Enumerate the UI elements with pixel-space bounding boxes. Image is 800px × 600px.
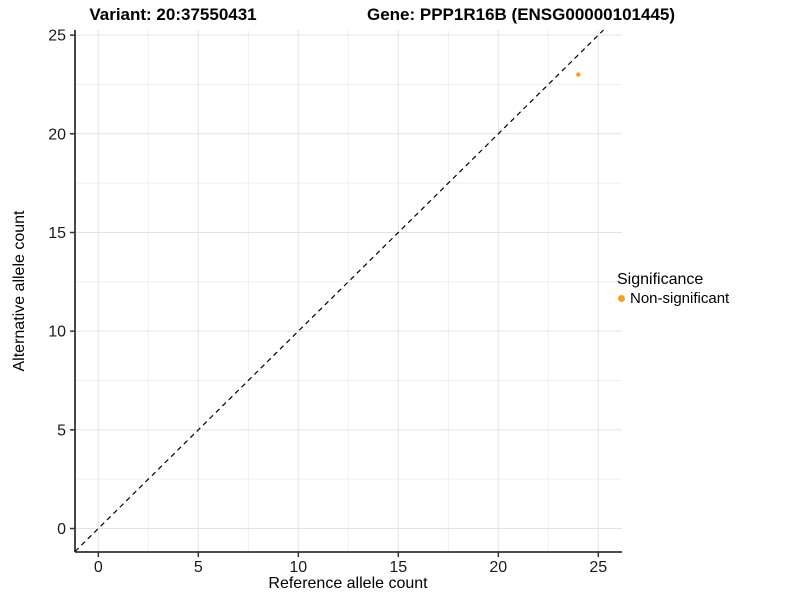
- x-tick-label: 25: [589, 559, 607, 576]
- legend-point-icon: [618, 294, 625, 302]
- legend-title: Significance: [617, 271, 704, 288]
- y-tick-label: 5: [57, 422, 66, 439]
- y-tick-label: 10: [48, 324, 66, 341]
- x-tick-label: 5: [194, 559, 203, 576]
- variant-title: Variant: 20:37550431: [89, 5, 257, 24]
- y-tick-label: 15: [48, 225, 66, 242]
- identity-line: [74, 29, 604, 552]
- y-tick-label: 20: [48, 126, 66, 143]
- y-tick-label: 0: [57, 521, 66, 538]
- x-tick-label: 15: [389, 559, 407, 576]
- gene-title: Gene: PPP1R16B (ENSG00000101445): [366, 5, 676, 24]
- data-point: [576, 72, 581, 77]
- legend: Significance Non-significant: [612, 271, 729, 307]
- x-tick-label: 0: [94, 559, 103, 576]
- x-tick-label: 10: [289, 559, 307, 576]
- y-tick-label: 25: [48, 28, 66, 45]
- legend-item-label: Non-significant: [630, 289, 730, 307]
- x-tick-label: 20: [489, 559, 507, 576]
- legend-item: Non-significant: [612, 289, 729, 307]
- y-axis-title: Alternative allele count: [11, 210, 28, 372]
- x-axis-title: Reference allele count: [268, 575, 428, 592]
